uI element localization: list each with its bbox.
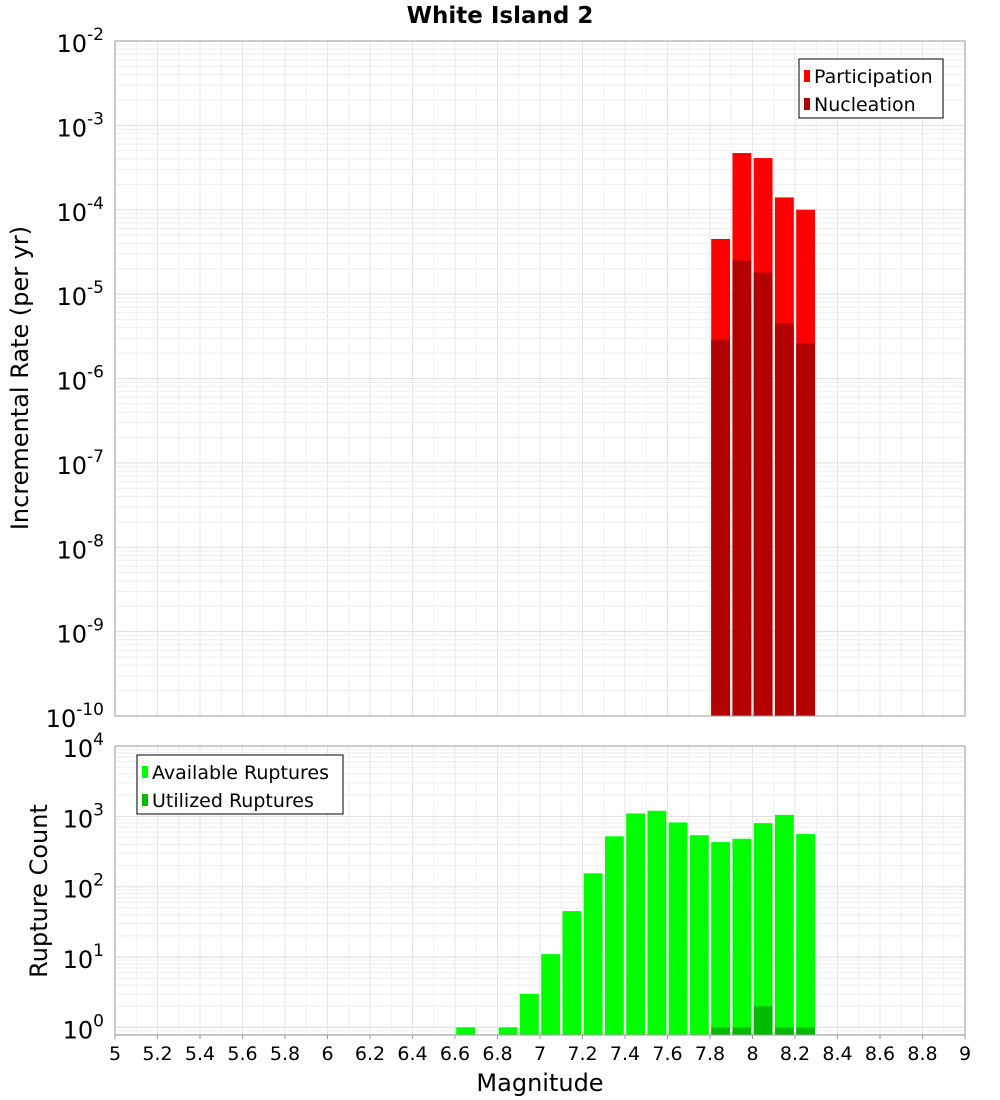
bar-nucleation [774,323,794,716]
bar-nucleation [732,260,752,716]
x-tick-label: 6.4 [397,1043,427,1065]
x-tick-label: 6.8 [482,1043,512,1065]
bar-available-ruptures [711,842,731,1035]
x-tick-label: 8 [746,1043,758,1065]
rate-panel-legend-swatch [804,98,810,110]
x-tick-label: 8.2 [780,1043,810,1065]
bar-available-ruptures [562,911,582,1035]
x-axis-ticks: 5 5.2 5.4 5.6 5.8 6 6.2 6.4 6.6 6.8 7 7.2 7.4 7.6 7.8 8… [109,1035,971,1065]
count-panel-y-tick-label: 101 [63,941,104,974]
x-tick-label: 5.6 [227,1043,257,1065]
bar-available-ruptures [732,838,752,1035]
x-tick-label: 8.6 [865,1043,895,1065]
count-panel-y-axis-title: Rupture Count [25,804,53,978]
count-panel-y-tick-label: 104 [63,730,104,763]
bar-utilized-ruptures [796,1027,816,1035]
count-panel-legend: Available Ruptures Utilized Ruptures [136,754,344,815]
count-panel-y-tick-label: 103 [63,800,104,833]
rate-panel-legend-box [798,58,944,119]
bar-available-ruptures [498,1027,518,1035]
x-axis-title: Magnitude [476,1069,603,1097]
rate-panel-y-tick-label: 10-2 [57,25,105,58]
x-tick-label: 5 [109,1043,121,1065]
bar-utilized-ruptures [753,1006,773,1035]
count-panel-y-ticks: 100 101 102 103 104 [63,730,104,1044]
bar-utilized-ruptures [774,1027,794,1035]
x-tick-label: 7.6 [652,1043,682,1065]
rate-panel-frame [114,40,966,717]
x-tick-label: 7.8 [695,1043,725,1065]
x-tick-label: 6.6 [440,1043,470,1065]
count-panel-legend-label: Utilized Ruptures [152,790,314,812]
rate-panel-y-tick-label: 10-8 [57,531,105,564]
x-tick-label: 7.2 [567,1043,597,1065]
bar-available-ruptures [604,836,624,1035]
rate-panel-y-tick-label: 10-5 [57,278,105,311]
bar-utilized-ruptures [711,1027,731,1035]
bar-available-ruptures [456,1027,476,1035]
rate-panel-y-tick-label: 10-6 [57,363,105,396]
bar-available-ruptures [689,835,709,1035]
rate-panel-legend-swatch [804,70,810,82]
count-panel-legend-box [136,754,344,815]
rate-panel-y-tick-label: 10-7 [57,447,105,480]
bar-utilized-ruptures [732,1027,752,1035]
x-tick-label: 5.8 [270,1043,300,1065]
rate-panel-legend-label: Nucleation [814,94,916,116]
x-tick-label: 5.2 [142,1043,172,1065]
x-tick-label: 7.4 [610,1043,640,1065]
x-tick-label: 9 [959,1043,971,1065]
bar-nucleation [711,339,731,716]
count-panel-legend-label: Available Ruptures [152,762,329,784]
bar-nucleation [753,272,773,716]
rate-panel-legend: Participation Nucleation [798,58,944,119]
x-tick-label: 6.2 [355,1043,385,1065]
x-tick-label: 6 [321,1043,333,1065]
bar-available-ruptures [583,873,603,1035]
bar-available-ruptures [519,993,539,1035]
rate-panel-grid [114,41,966,717]
bar-available-ruptures [753,823,773,1035]
bar-available-ruptures [541,954,561,1035]
rate-panel-bars [711,153,816,717]
bar-nucleation [796,343,816,716]
rate-panel-y-axis-title: Incremental Rate (per yr) [6,226,34,530]
rate-panel-y-tick-label: 10-4 [57,194,105,227]
bar-available-ruptures [668,822,688,1035]
count-panel-legend-swatch [142,794,148,806]
chart-title: White Island 2 [407,3,594,29]
rate-panel-y-ticks: 10-2 10-3 10-4 10-5 10-6 10-7 10-8 10-9 10-10 [46,25,104,733]
x-tick-label: 8.4 [822,1043,852,1065]
bar-available-ruptures [774,814,794,1035]
count-panel-y-tick-label: 102 [63,871,104,904]
bar-available-ruptures [647,810,667,1035]
bar-available-ruptures [796,834,816,1035]
rate-panel-y-tick-label: 10-3 [57,109,105,142]
count-panel-legend-swatch [142,766,148,778]
rate-panel-legend-label: Participation [814,66,933,88]
rate-panel-y-tick-label: 10-9 [57,616,105,649]
x-tick-label: 8.8 [907,1043,937,1065]
x-tick-label: 5.4 [185,1043,215,1065]
rate-panel-y-tick-label: 10-10 [46,700,104,733]
bar-available-ruptures [626,813,646,1035]
count-panel-y-tick-label: 100 [63,1011,104,1044]
x-tick-label: 7 [534,1043,546,1065]
count-panel-bars [456,810,816,1035]
